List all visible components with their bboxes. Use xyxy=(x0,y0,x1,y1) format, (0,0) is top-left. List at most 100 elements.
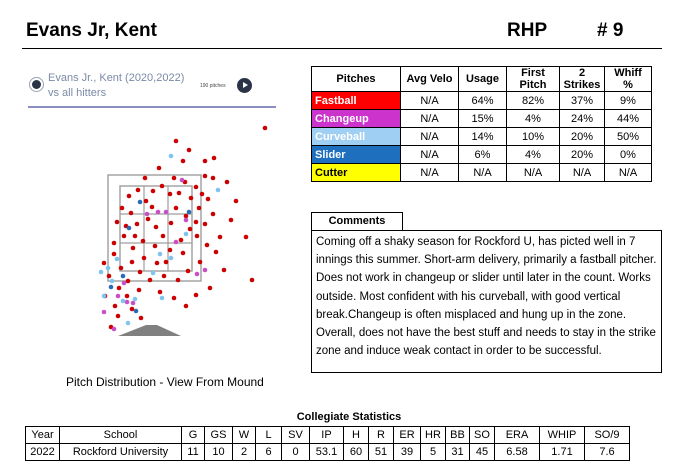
fastball-pitch-dot xyxy=(129,259,135,265)
stats-header-cell: Year xyxy=(25,426,60,444)
fastball-pitch-dot xyxy=(193,184,199,190)
fastball-pitch-dot xyxy=(205,196,211,202)
fastball-pitch-dot xyxy=(142,175,148,181)
fastball-pitch-dot xyxy=(111,240,117,246)
curveball-pitch-dot xyxy=(168,255,174,261)
play-icon[interactable] xyxy=(237,78,252,93)
player-selector[interactable]: Evans Jr., Kent (2020,2022) vs all hitte… xyxy=(28,68,276,108)
outer-zone-box xyxy=(107,174,202,282)
stats-cell: 2022 xyxy=(25,443,60,461)
stats-cell: 45 xyxy=(469,443,495,461)
fastball-pitch-dot xyxy=(134,221,140,227)
fastball-pitch-dot xyxy=(111,251,117,257)
stats-cell: 0 xyxy=(281,443,310,461)
fastball-pitch-dot xyxy=(167,247,173,253)
fastball-pitch-dot xyxy=(187,226,193,232)
pitchers-mound xyxy=(118,325,181,336)
comments-text: Coming off a shaky season for Rockford U… xyxy=(311,230,662,373)
pitch-count: 190 pitches xyxy=(200,83,226,89)
fastball-pitch-dot xyxy=(118,265,124,271)
pitch-stat-cell: N/A xyxy=(400,109,459,128)
comments-label: Comments xyxy=(311,212,403,230)
fastball-pitch-dot xyxy=(183,213,189,219)
stats-header-cell: School xyxy=(59,426,182,444)
pitch-location-plot xyxy=(98,125,268,336)
pitch-stat-cell: 9% xyxy=(604,91,652,110)
fastball-pitch-dot xyxy=(136,287,142,293)
fastball-pitch-dot xyxy=(173,205,179,211)
pitch-stat-cell: 15% xyxy=(458,109,507,128)
plot-caption: Pitch Distribution - View From Mound xyxy=(66,375,264,389)
slider-pitch-dot xyxy=(133,308,139,314)
pitch-stat-cell: 0% xyxy=(604,145,652,164)
fastball-pitch-dot xyxy=(153,224,159,230)
pitch-stat-cell: N/A xyxy=(506,163,560,182)
changeup-pitch-dot xyxy=(194,271,200,277)
fastball-pitch-dot xyxy=(202,221,208,227)
fastball-pitch-dot xyxy=(112,303,118,309)
stats-table-header: Year School G GS W L SV IP H R ER HR BB SO ERA WHIP SO/9 xyxy=(25,426,630,444)
pitch-stat-cell: N/A xyxy=(604,163,652,182)
fastball-pitch-dot xyxy=(178,237,184,243)
fastball-pitch-dot xyxy=(149,204,155,210)
pitch-row: Cutter N/A N/A N/A N/A N/A xyxy=(311,163,652,182)
curveball-pitch-dot xyxy=(105,265,111,271)
fastball-pitch-dot xyxy=(114,219,120,225)
header-divider xyxy=(22,48,662,49)
stats-title: Collegiate Statistics xyxy=(296,411,402,423)
fastball-pitch-dot xyxy=(159,183,165,189)
slider-pitch-dot xyxy=(120,273,126,279)
pitch-type-name: Slider xyxy=(311,145,401,164)
curveball-pitch-dot xyxy=(120,298,126,304)
pitch-stat-cell: 64% xyxy=(458,91,507,110)
curveball-pitch-dot xyxy=(150,270,156,276)
curveball-pitch-dot xyxy=(98,269,104,275)
pitch-stat-cell: 14% xyxy=(458,127,507,146)
fastball-pitch-dot xyxy=(135,187,141,193)
jersey-number: # 9 xyxy=(597,20,624,41)
stats-cell: 31 xyxy=(445,443,470,461)
stats-cell: 53.1 xyxy=(309,443,344,461)
pitch-stat-cell: 4% xyxy=(506,145,560,164)
slider-pitch-dot xyxy=(126,225,132,231)
stats-header-cell: R xyxy=(368,426,394,444)
radio-icon[interactable] xyxy=(32,80,41,89)
pitch-table-header-cell: 2 Strikes xyxy=(559,66,605,92)
pitch-stat-cell: 50% xyxy=(604,127,652,146)
stats-header-cell: G xyxy=(181,426,205,444)
fastball-pitch-dot xyxy=(143,198,149,204)
stats-cell: 60 xyxy=(343,443,369,461)
fastball-pitch-dot xyxy=(150,188,156,194)
fastball-pitch-dot xyxy=(186,147,192,153)
stats-header-cell: L xyxy=(255,426,282,444)
pitch-type-name: Cutter xyxy=(311,163,401,182)
stats-cell: 7.6 xyxy=(584,443,630,461)
pitch-table-header: Pitches Avg Velo Usage First Pitch 2 Strikes… xyxy=(311,66,652,92)
fastball-pitch-dot xyxy=(199,191,205,197)
pitch-stat-cell: 6% xyxy=(458,145,507,164)
fastball-pitch-dot xyxy=(145,216,151,222)
fastball-pitch-dot xyxy=(171,295,177,301)
stats-cell: 10 xyxy=(204,443,233,461)
fastball-pitch-dot xyxy=(183,303,189,309)
fastball-pitch-dot xyxy=(121,233,127,239)
pitch-table-header-cell: Pitches xyxy=(311,66,401,92)
changeup-pitch-dot xyxy=(179,177,185,183)
curveball-pitch-dot xyxy=(101,293,107,299)
fastball-pitch-dot xyxy=(156,165,162,171)
fastball-pitch-dot xyxy=(160,233,166,239)
changeup-pitch-dot xyxy=(121,280,127,286)
pitch-stat-cell: 10% xyxy=(506,127,560,146)
changeup-pitch-dot xyxy=(144,211,150,217)
stats-header-cell: GS xyxy=(204,426,233,444)
fastball-pitch-dot xyxy=(210,211,216,217)
curveball-pitch-dot xyxy=(183,231,189,237)
fastball-pitch-dot xyxy=(202,158,208,164)
curveball-pitch-dot xyxy=(159,295,165,301)
fastball-pitch-dot xyxy=(180,250,186,256)
fastball-pitch-dot xyxy=(173,138,179,144)
fastball-pitch-dot xyxy=(185,268,191,274)
fastball-pitch-dot xyxy=(101,260,107,266)
fastball-pitch-dot xyxy=(228,217,234,223)
pitch-stat-cell: 24% xyxy=(559,109,605,128)
